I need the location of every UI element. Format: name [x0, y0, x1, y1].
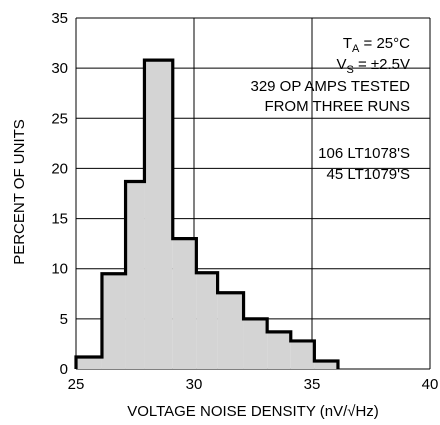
histogram-outline	[74, 58, 340, 369]
y-tick-label: 10	[51, 261, 68, 278]
x-tick-label: 30	[186, 376, 203, 393]
bars	[76, 60, 338, 370]
y-tick-label: 5	[60, 311, 68, 328]
annotations: TA = 25°C VS = ±2.5V 329 OP AMPS TESTED …	[250, 35, 410, 183]
y-tick-label: 35	[51, 10, 68, 27]
histogram-bar	[125, 181, 145, 369]
y-tick-label: 25	[51, 110, 68, 127]
histogram-bar	[76, 356, 102, 369]
y-tick-label: 0	[60, 361, 68, 378]
histogram-bar	[267, 331, 291, 369]
histogram-bar	[144, 60, 173, 370]
x-axis-label: VOLTAGE NOISE DENSITY (nV/√Hz)	[127, 403, 379, 420]
histogram-bar	[243, 318, 268, 369]
annotation-lt1078-count: 106 LT1078'S	[318, 145, 410, 162]
histogram-outline-path	[74, 58, 340, 369]
y-tick-label: 20	[51, 160, 68, 177]
histogram-bar	[290, 340, 315, 369]
y-axis-label: PERCENT OF UNITS	[11, 119, 28, 265]
histogram-bar	[172, 238, 197, 369]
x-tick-label: 35	[304, 376, 321, 393]
y-tick-label: 30	[51, 60, 68, 77]
y-tick-label: 15	[51, 211, 68, 228]
histogram-bar	[217, 292, 244, 369]
histogram-bar	[314, 360, 338, 369]
tick-labels: 0 5 10 15 20 25 30 35 25 30 35 40	[51, 10, 438, 393]
annotation-supply-voltage: VS = ±2.5V	[336, 56, 410, 76]
annotation-lt1079-count: 45 LT1079'S	[327, 166, 410, 183]
histogram-bar	[101, 273, 126, 369]
annotation-runs: FROM THREE RUNS	[264, 98, 410, 115]
histogram-bar	[196, 272, 218, 369]
annotation-temperature: TA = 25°C	[343, 35, 410, 55]
x-tick-label: 40	[422, 376, 439, 393]
annotation-units-tested: 329 OP AMPS TESTED	[250, 78, 410, 95]
x-tick-label: 25	[68, 376, 85, 393]
